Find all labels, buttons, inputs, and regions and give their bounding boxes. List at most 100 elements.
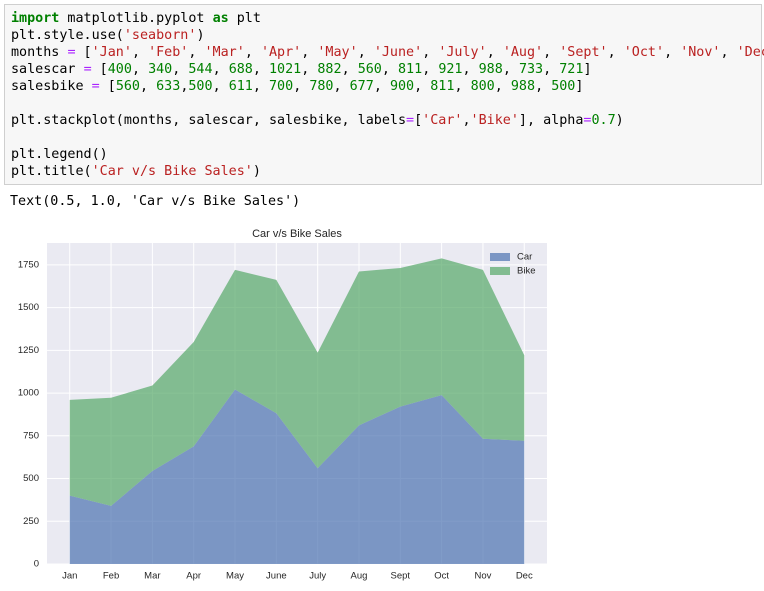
code-token: plt.stackplot(months, salescar, salesbik… [11, 113, 407, 128]
code-token: ] [575, 79, 584, 94]
code-token: , [244, 45, 261, 60]
area [69, 389, 525, 564]
code-token: , [462, 62, 479, 77]
code-line: import matplotlib.pyplot as plt [11, 10, 761, 27]
code-cell[interactable]: import matplotlib.pyplot as plt plt.style… [4, 4, 764, 185]
code-token: , [131, 62, 149, 77]
x-tick-label: Jan [62, 571, 77, 582]
x-tick-label: Feb [103, 571, 119, 582]
code-token: 811 [430, 79, 455, 94]
code-line [11, 95, 761, 112]
code-token: ], alpha [518, 113, 584, 128]
code-token: 'Jan' [91, 45, 132, 60]
code-token: , [422, 62, 439, 77]
code-token: , [212, 79, 229, 94]
code-token: ] [583, 62, 592, 77]
code-token: 500 [188, 79, 213, 94]
code-token: 560 [115, 79, 140, 94]
code-token: , [494, 79, 511, 94]
x-tick-label: Mar [144, 571, 160, 582]
y-tick-label: 1250 [18, 345, 39, 356]
code-token: 'May' [317, 45, 358, 60]
code-token: ) [196, 28, 205, 43]
code-token: 633 [156, 79, 181, 94]
code-token: , [664, 45, 681, 60]
code-token: plt.style.use( [11, 28, 124, 43]
code-line: salescar = [400, 340, 544, 688, 1021, 88… [11, 61, 761, 78]
chart: Car v/s Bike Sales 0 250 500 750 1000 1250 150… [18, 228, 547, 582]
code-token: ) [615, 113, 624, 128]
code-token: [ [91, 62, 108, 77]
y-tick-label: 500 [23, 473, 39, 484]
code-token: ) [252, 164, 261, 179]
code-line: plt.legend() [11, 146, 761, 163]
area [69, 258, 525, 506]
legend-swatch [490, 267, 510, 275]
code-token: as [212, 11, 229, 26]
code-token: 1021 [269, 62, 302, 77]
code-token: 921 [438, 62, 463, 77]
code-token: 'Sept' [559, 45, 608, 60]
legend-label: Bike [517, 266, 535, 277]
code-token: 340 [148, 62, 173, 77]
code-token: 'Feb' [148, 45, 189, 60]
y-tick-label: 750 [23, 430, 39, 441]
code-token: 'Car v/s Bike Sales' [91, 164, 253, 179]
code-token: 988 [510, 79, 536, 94]
code-token: = [91, 79, 100, 94]
code-token: salescar [11, 62, 84, 77]
code-token: , [341, 62, 358, 77]
code-token: 0.7 [591, 113, 616, 128]
code-token: 'Mar' [204, 45, 245, 60]
code-token: 'Dec' [736, 45, 764, 60]
output-text: Text(0.5, 1.0, 'Car v/s Bike Sales') [10, 194, 301, 209]
y-tick-label: 1750 [18, 259, 39, 270]
code-token: 'Bike' [470, 113, 519, 128]
code-token: , [357, 45, 374, 60]
code-token: 811 [398, 62, 423, 77]
y-tick-label: 1000 [18, 388, 39, 399]
x-tick-label: July [309, 571, 326, 582]
x-tick-label: Sept [391, 571, 411, 582]
x-tick-label: Apr [186, 571, 201, 582]
code-token: 560 [357, 62, 382, 77]
code-token: 'June' [373, 45, 423, 60]
code-token: , [301, 45, 318, 60]
code-token: , [373, 79, 390, 94]
code-token: , [140, 79, 157, 94]
code-token: , [543, 45, 560, 60]
code-token: , [454, 79, 471, 94]
code-token: [ [414, 113, 423, 128]
code-token: import [11, 11, 60, 26]
code-token: 500 [551, 79, 576, 94]
code-token: 900 [389, 79, 415, 94]
code-token: 400 [107, 62, 132, 77]
code-line: plt.title('Car v/s Bike Sales') [11, 163, 761, 180]
code-token: , [486, 45, 503, 60]
y-tick-label: 0 [34, 559, 39, 570]
code-token: = [83, 62, 92, 77]
code-line: salesbike = [560, 633,500, 611, 700, 780… [11, 78, 761, 95]
x-tick-label: June [266, 571, 287, 582]
x-tick-label: Oct [434, 571, 449, 582]
code-token: , [502, 62, 519, 77]
code-token: = [406, 113, 415, 128]
code-token: 'Apr' [260, 45, 302, 60]
code-token: , [188, 45, 205, 60]
code-line: plt.style.use('seaborn') [11, 27, 761, 44]
code-token: 'seaborn' [123, 28, 197, 43]
legend-label: Car [517, 252, 532, 263]
code-token: 882 [317, 62, 342, 77]
code-token: 780 [309, 79, 334, 94]
code-token: = [583, 113, 592, 128]
code-token: 700 [269, 79, 294, 94]
legend-swatch [490, 253, 510, 261]
code-token: , [293, 79, 310, 94]
x-tick-label: Nov [474, 571, 491, 582]
code-token: , [131, 45, 149, 60]
code-token: , [535, 79, 552, 94]
code-token: plt.title( [11, 164, 92, 179]
code-token: 988 [478, 62, 503, 77]
code-token: 721 [559, 62, 584, 77]
